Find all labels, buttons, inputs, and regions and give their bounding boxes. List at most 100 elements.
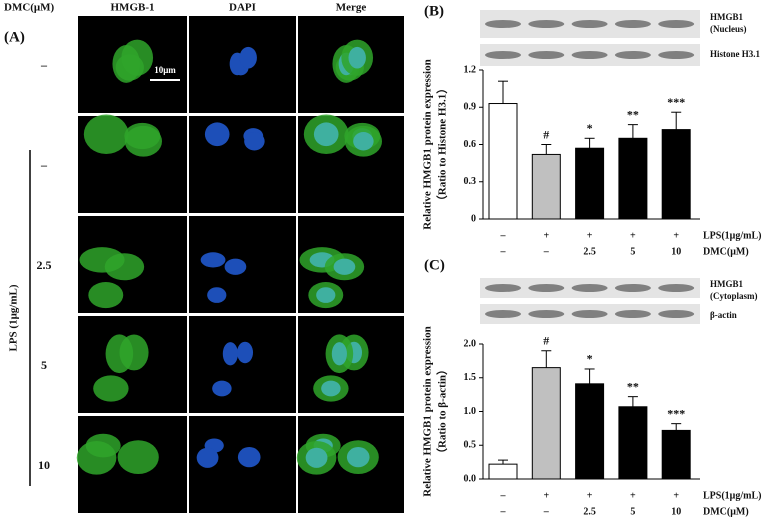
bar (531, 367, 561, 480)
row-label: – (40, 158, 48, 172)
blot-band (485, 310, 521, 318)
y-tick-label: 0.0 (464, 473, 477, 484)
blot-band (614, 284, 651, 292)
panel-label: (A) (4, 29, 25, 45)
y-axis-label: （Ratio to Histone H3.1） (436, 83, 449, 206)
blot-band (528, 310, 565, 318)
significance-label: # (543, 334, 549, 348)
row-label: – (40, 58, 48, 72)
treatment-value: 10 (671, 246, 681, 257)
blot-label: Histone H3.1 (710, 49, 761, 59)
cell-nucleus (222, 342, 238, 366)
significance-label: * (587, 352, 593, 366)
treatment-value: + (587, 230, 593, 241)
blot-band (658, 51, 695, 59)
bar (488, 463, 518, 480)
blot-band (485, 20, 521, 28)
cell-cytoplasm (117, 440, 159, 474)
treatment-value: + (587, 490, 593, 501)
treatment-name: LPS(1μg/mL) (703, 230, 761, 241)
micrograph (189, 116, 296, 213)
cell-nucleus (331, 342, 347, 366)
significance-label: # (543, 127, 549, 141)
treatment-name: DMC(μM) (703, 246, 749, 257)
blot-label: β-actin (710, 310, 737, 320)
cell-nucleus (212, 380, 232, 397)
y-tick-label: 0.5 (464, 440, 477, 451)
row-label: 5 (41, 358, 47, 372)
cell-nucleus (237, 446, 261, 468)
bar (488, 103, 518, 220)
y-tick-label: 0.6 (464, 139, 477, 150)
y-axis-label: （Ratio to β-actin） (436, 364, 449, 459)
y-axis-label: Relative HMGB1 protein expression (422, 326, 434, 496)
bar (618, 137, 648, 220)
blot-band (528, 284, 565, 292)
treatment-value: + (673, 230, 679, 241)
cell-nucleus (305, 447, 328, 468)
cell-nucleus (348, 46, 366, 69)
blot-band (571, 284, 608, 292)
panel-label: (C) (424, 257, 445, 273)
cell-nucleus (237, 341, 254, 364)
y-tick-label: 0.3 (464, 176, 477, 187)
group-label: LPS (1μg/mL) (8, 284, 20, 351)
blot-band (614, 20, 651, 28)
cell-nucleus (353, 132, 374, 151)
cell-nucleus (207, 287, 227, 303)
panel-label: (B) (424, 3, 444, 19)
blot-band (485, 51, 521, 59)
row-label: 2.5 (37, 258, 52, 272)
cell-cytoplasm (83, 114, 129, 154)
cell-nucleus (239, 46, 257, 69)
treatment-value: + (673, 490, 679, 501)
cell-nucleus (316, 287, 336, 303)
cell-cytoplasm (76, 440, 117, 475)
blot-label: HMGB1 (710, 12, 743, 22)
cell-nucleus (346, 446, 370, 468)
treatment-value: 5 (630, 246, 635, 257)
scale-bar-label: 10μm (154, 65, 176, 75)
cell-nucleus (196, 447, 219, 468)
treatment-value: 2.5 (583, 246, 596, 257)
treatment-value: – (500, 246, 507, 257)
row-label: 10 (38, 458, 50, 472)
significance-label: *** (667, 95, 685, 109)
blot-label: HMGB1 (710, 279, 743, 289)
treatment-name: LPS(1μg/mL) (703, 490, 761, 501)
y-tick-label: 0 (471, 213, 476, 224)
bar (618, 406, 648, 480)
significance-label: ** (627, 107, 639, 121)
treatment-value: + (543, 490, 549, 501)
bar (575, 147, 605, 220)
blot-band (528, 20, 565, 28)
blot-band (528, 51, 565, 59)
significance-label: ** (627, 379, 639, 393)
treatment-value: + (630, 230, 636, 241)
column-label: HMGB-1 (111, 2, 155, 14)
micrograph (189, 316, 296, 413)
treatment-value: – (500, 506, 507, 517)
treatment-value: – (500, 490, 507, 501)
y-tick-label: 1.5 (464, 372, 477, 383)
cell-nucleus (244, 132, 265, 151)
cell-cytoplasm (121, 39, 154, 76)
cell-nucleus (333, 258, 356, 275)
y-axis-label: Relative HMGB1 protein expression (422, 59, 434, 229)
cell-nucleus (313, 122, 339, 147)
column-label: DAPI (229, 2, 256, 14)
y-tick-label: 1.2 (464, 64, 477, 75)
blot-band (658, 20, 695, 28)
treatment-value: – (500, 230, 507, 241)
bar (661, 129, 691, 220)
header: DMC(μM) (4, 2, 55, 14)
cell-cytoplasm (93, 375, 129, 402)
treatment-value: + (630, 490, 636, 501)
blot-band (658, 284, 695, 292)
treatment-value: – (543, 246, 550, 257)
cell-nucleus (321, 380, 341, 397)
blot-band (571, 20, 608, 28)
cell-cytoplasm (105, 334, 134, 374)
treatment-value: 5 (630, 506, 635, 517)
